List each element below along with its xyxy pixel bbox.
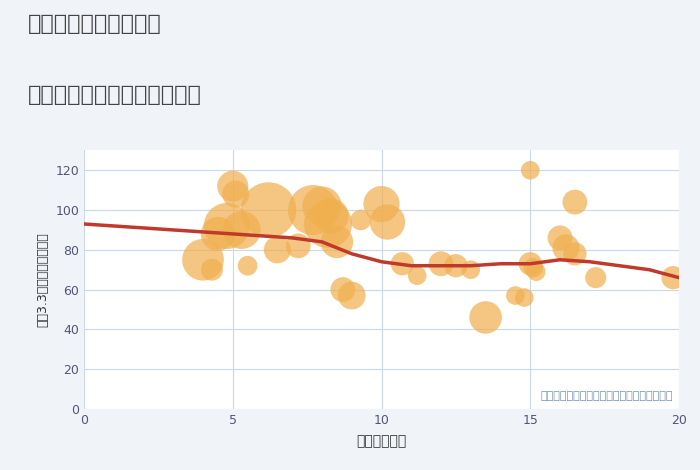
Point [355, 216, 366, 224]
Point [212, 230, 223, 238]
Point [569, 250, 580, 258]
Point [412, 272, 423, 280]
Point [450, 262, 461, 269]
Text: 駅距離別中古マンション価格: 駅距離別中古マンション価格 [28, 85, 202, 105]
Point [480, 313, 491, 321]
Point [230, 190, 241, 198]
Point [519, 294, 530, 301]
Point [346, 292, 357, 299]
Point [227, 182, 238, 190]
Point [236, 226, 247, 234]
Point [272, 246, 283, 254]
Point [337, 286, 349, 293]
Point [293, 242, 304, 250]
Point [668, 274, 679, 282]
Point [531, 268, 542, 275]
Point [197, 256, 209, 264]
Point [382, 218, 393, 226]
Point [554, 234, 566, 242]
Point [206, 266, 218, 274]
Text: 福岡県春日市上白水の: 福岡県春日市上白水の [28, 14, 162, 34]
Point [263, 206, 274, 214]
Point [221, 222, 232, 230]
Point [561, 244, 572, 251]
Point [397, 260, 408, 267]
Point [326, 212, 337, 220]
Point [528, 264, 539, 272]
Point [525, 260, 536, 267]
Point [569, 198, 580, 206]
Point [525, 166, 536, 174]
Point [465, 266, 476, 274]
Point [242, 262, 253, 269]
Point [435, 260, 447, 267]
Point [322, 220, 333, 228]
Point [590, 274, 601, 282]
Text: 円の大きさは、取引のあった物件面積を示す: 円の大きさは、取引のあった物件面積を示す [540, 391, 673, 401]
X-axis label: 駅距離（分）: 駅距離（分） [356, 434, 407, 448]
Y-axis label: 坪（3.3㎡）単価（万円）: 坪（3.3㎡）単価（万円） [36, 232, 50, 327]
Point [331, 238, 342, 246]
Point [376, 200, 387, 208]
Point [316, 202, 328, 210]
Point [307, 206, 318, 214]
Point [510, 292, 521, 299]
